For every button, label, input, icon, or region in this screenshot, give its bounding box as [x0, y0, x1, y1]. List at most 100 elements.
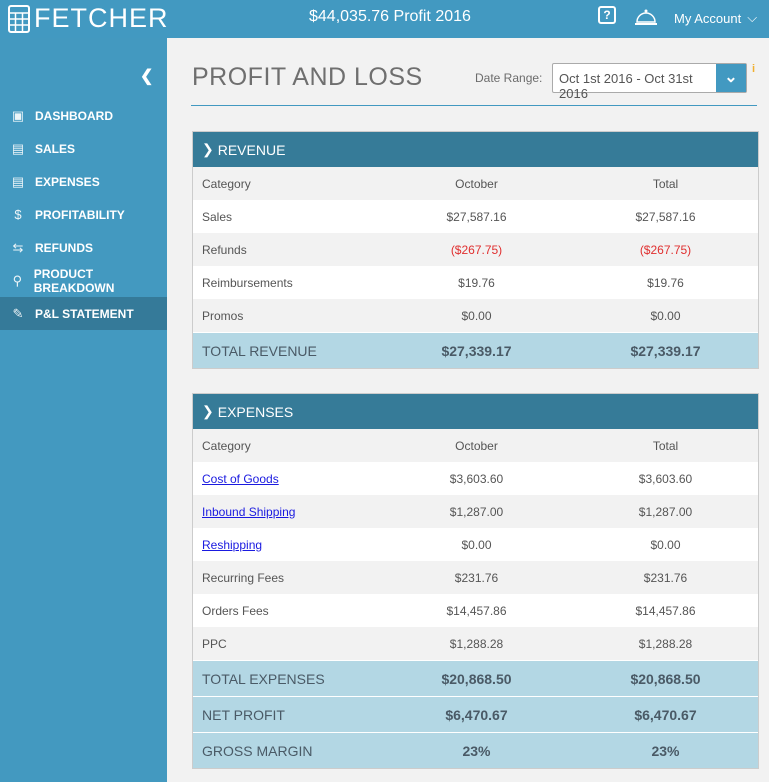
help-icon[interactable]: ? — [598, 6, 616, 24]
cell: $1,287.00 — [449, 504, 504, 519]
cell: 23% — [651, 742, 680, 759]
sidebar-item-expenses[interactable]: ▤ EXPENSES — [0, 165, 167, 198]
chevron-right-icon: ❯ — [202, 141, 214, 157]
cell: $20,868.50 — [630, 670, 701, 687]
sidebar-nav: ▣ DASHBOARD ▤ SALES ▤ EXPENSES $ PROFITABILI… — [0, 99, 167, 330]
cell: $6,470.67 — [634, 706, 697, 723]
cell: $19.76 — [458, 275, 495, 290]
cell: PPC — [202, 636, 227, 651]
cell: $27,339.17 — [441, 342, 512, 359]
cell: Sales — [202, 209, 233, 224]
table-row: Orders Fees $14,457.86 $14,457.86 — [193, 594, 758, 627]
cell: $27,587.16 — [446, 209, 507, 224]
column-header: Category — [202, 438, 251, 453]
sidebar-item-pl-statement[interactable]: ✎ P&L STATEMENT — [0, 297, 167, 330]
revenue-panel: ❯ REVENUE Category October Total Sales $27,5… — [192, 131, 759, 369]
total-expenses-row: TOTAL EXPENSES $20,868.50 $20,868.50 — [193, 660, 758, 696]
cell: Refunds — [202, 242, 247, 257]
cell: $1,287.00 — [638, 504, 693, 519]
refund-icon: ⇆ — [12, 239, 24, 255]
table-row: Inbound Shipping $1,287.00 $1,287.00 — [193, 495, 758, 528]
chevron-down-icon[interactable]: ⌄ — [716, 64, 746, 92]
table-row: Sales $27,587.16 $27,587.16 — [193, 200, 758, 233]
sidebar-item-dashboard[interactable]: ▣ DASHBOARD — [0, 99, 167, 132]
sidebar-item-label: PROFITABILITY — [35, 207, 125, 222]
cell: $231.76 — [643, 570, 688, 585]
cell: Reimbursements — [202, 275, 293, 290]
column-header: Total — [652, 176, 679, 191]
collapse-sidebar-icon[interactable]: ❮ — [140, 68, 154, 85]
calculator-icon — [8, 4, 30, 33]
sidebar-item-label: SALES — [35, 141, 76, 156]
sidebar-item-profitability[interactable]: $ PROFITABILITY — [0, 198, 167, 231]
expenses-panel: ❯ EXPENSES Category October Total Cost of G… — [192, 393, 759, 769]
magnifier-icon: ⚲ — [12, 272, 23, 288]
cell: $27,339.17 — [630, 342, 701, 359]
sidebar-item-product-breakdown[interactable]: ⚲ PRODUCT BREAKDOWN — [0, 264, 167, 297]
cell: 23% — [462, 742, 491, 759]
chart-down-icon: ▤ — [11, 173, 25, 189]
cell: Orders Fees — [202, 603, 269, 618]
sidebar-item-sales[interactable]: ▤ SALES — [0, 132, 167, 165]
sidebar-item-refunds[interactable]: ⇆ REFUNDS — [0, 231, 167, 264]
table-header-row: Category October Total — [193, 167, 758, 200]
service-bell-icon[interactable] — [634, 4, 658, 28]
info-icon[interactable]: i — [752, 63, 756, 75]
column-header: October — [455, 438, 498, 453]
table-row: Reshipping $0.00 $0.00 — [193, 528, 758, 561]
cell: $19.76 — [647, 275, 684, 290]
cell: $3,603.60 — [449, 471, 504, 486]
chevron-down-icon: ⌵ — [747, 10, 758, 25]
my-account-menu[interactable]: My Account ⌵ — [674, 10, 757, 26]
cell: TOTAL EXPENSES — [202, 670, 325, 687]
sidebar-item-label: EXPENSES — [35, 174, 100, 189]
revenue-header[interactable]: ❯ REVENUE — [193, 132, 758, 167]
inbound-shipping-link[interactable]: Inbound Shipping — [202, 504, 296, 519]
brand-name: FETCHER — [34, 3, 169, 33]
cell: $14,457.86 — [635, 603, 696, 618]
expenses-header[interactable]: ❯ EXPENSES — [193, 394, 758, 429]
column-header: Total — [652, 438, 679, 453]
chart-up-icon: ▤ — [11, 140, 25, 156]
document-icon: ✎ — [12, 305, 24, 321]
cell: $14,457.86 — [446, 603, 507, 618]
reshipping-link[interactable]: Reshipping — [202, 537, 263, 552]
profit-summary: $44,035.76 Profit 2016 — [309, 8, 471, 25]
money-plant-icon: $ — [14, 207, 22, 222]
cell: $231.76 — [454, 570, 499, 585]
table-row: Promos $0.00 $0.00 — [193, 299, 758, 332]
table-header-row: Category October Total — [193, 429, 758, 462]
revenue-table: Category October Total Sales $27,587.16 $27,… — [193, 167, 758, 368]
date-range-value: Oct 1st 2016 - Oct 31st 2016 — [559, 71, 693, 101]
cell: $1,288.28 — [638, 636, 693, 651]
sidebar-item-label: REFUNDS — [35, 240, 94, 255]
cell: Promos — [202, 308, 244, 323]
cell: NET PROFIT — [202, 706, 285, 723]
cell: Cost of Goods — [193, 472, 382, 486]
cell: $0.00 — [650, 537, 681, 552]
cell: $27,587.16 — [635, 209, 696, 224]
cost-of-goods-link[interactable]: Cost of Goods — [202, 471, 279, 486]
cell: $1,288.28 — [449, 636, 504, 651]
cell: $20,868.50 — [441, 670, 512, 687]
date-range-select[interactable]: Oct 1st 2016 - Oct 31st 2016 ⌄ — [552, 63, 747, 101]
cell: $0.00 — [650, 308, 681, 323]
expenses-table: Category October Total Cost of Goods $3,603… — [193, 429, 758, 768]
cell: $6,470.67 — [445, 706, 508, 723]
cell: Reshipping — [193, 538, 382, 552]
date-range-label: Date Range: — [475, 71, 543, 85]
sidebar-item-label: P&L STATEMENT — [35, 306, 134, 321]
cell: TOTAL REVENUE — [202, 342, 317, 359]
column-header: October — [455, 176, 498, 191]
page-title: PROFIT AND LOSS — [192, 63, 423, 91]
chevron-right-icon: ❯ — [202, 403, 214, 419]
cell: ($267.75) — [639, 242, 692, 257]
table-row: Cost of Goods $3,603.60 $3,603.60 — [193, 462, 758, 495]
table-row: PPC $1,288.28 $1,288.28 — [193, 627, 758, 660]
top-bar: FETCHER $44,035.76 Profit 2016 ? My Acco… — [0, 0, 769, 38]
sidebar-item-label: PRODUCT BREAKDOWN — [33, 266, 115, 295]
logo[interactable]: FETCHER — [8, 3, 169, 34]
total-revenue-row: TOTAL REVENUE $27,339.17 $27,339.17 — [193, 332, 758, 368]
panel-title: REVENUE — [217, 141, 286, 158]
net-profit-row: NET PROFIT $6,470.67 $6,470.67 — [193, 696, 758, 732]
